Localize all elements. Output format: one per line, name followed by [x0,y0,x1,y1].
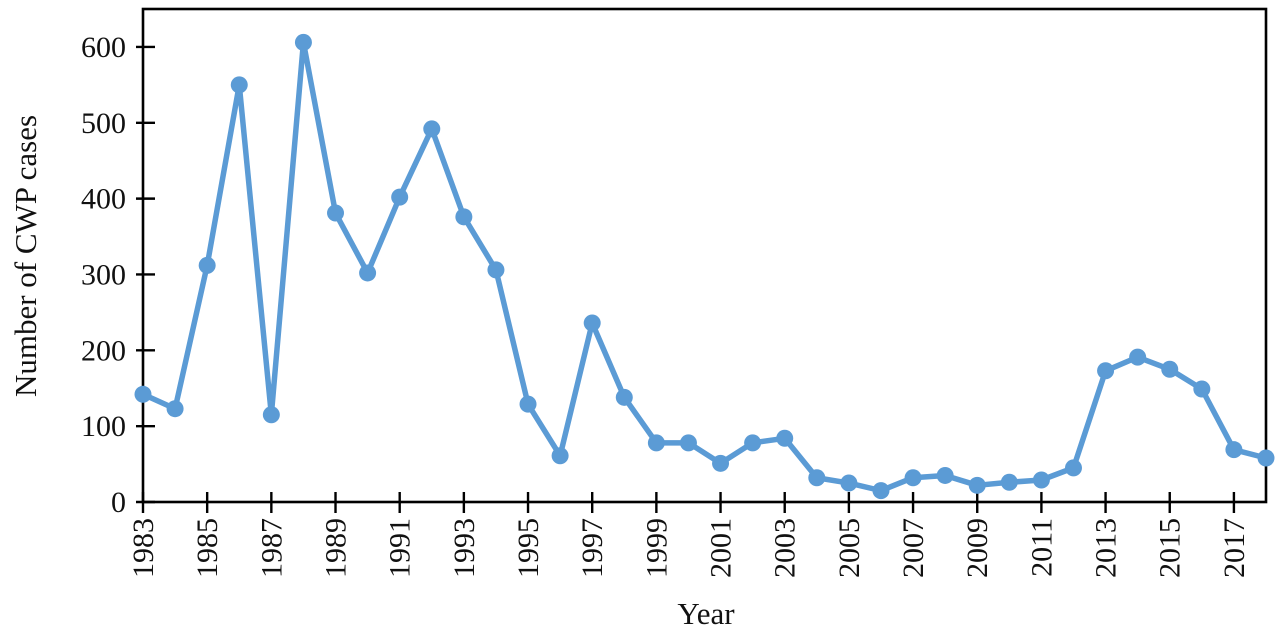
data-point-2014 [1129,348,1147,366]
y-tick-label: 500 [81,107,126,140]
y-tick-label: 0 [111,486,126,519]
data-point-2004 [808,469,826,487]
data-point-1992 [423,120,441,138]
series-line [140,39,1269,494]
x-tick-label: 2017 [1218,518,1251,578]
data-point-1996 [551,447,569,465]
data-point-2007 [904,469,922,487]
y-tick-label: 600 [81,31,126,64]
data-point-1988 [294,33,312,51]
plot-area: 0 100 200 300 400 500 600 1983 1985 1987 1989 1991 1… [81,7,1275,578]
y-tick-label: 100 [81,410,126,443]
data-point-1983 [134,385,152,403]
data-point-2008 [936,466,954,484]
x-tick-label: 2009 [961,518,994,578]
data-point-2013 [1097,362,1115,380]
data-point-1987 [262,406,280,424]
plot-border [141,7,1268,504]
data-point-2001 [712,454,730,472]
data-point-2015 [1161,360,1179,378]
data-point-1995 [519,395,537,413]
x-tick-label: 1985 [191,518,224,578]
data-point-2009 [968,476,986,494]
x-tick-label: 1999 [640,518,673,578]
x-tick-label: 1995 [512,518,545,578]
x-tick-label: 1983 [127,518,160,578]
x-tick-label: 1991 [384,518,417,578]
data-point-1990 [359,264,377,282]
y-axis-title: Number of CWP cases [8,115,43,397]
data-point-2016 [1193,380,1211,398]
data-point-1993 [455,208,473,226]
data-point-1999 [647,434,665,452]
x-tick-label: 2001 [705,518,738,578]
data-point-1986 [230,76,248,94]
x-tick-label: 2007 [897,518,930,578]
x-tick-label: 2005 [833,518,866,578]
data-point-2011 [1032,471,1050,489]
data-point-1991 [391,188,409,206]
x-tick-label: 1997 [576,518,609,578]
y-tick-label: 300 [81,258,126,291]
x-tick-label: 2003 [769,518,802,578]
data-point-2006 [872,482,890,500]
data-point-2002 [744,434,762,452]
x-tick-label: 1993 [448,518,481,578]
data-point-1998 [615,388,633,406]
data-point-2005 [840,474,858,492]
x-tick-label: 2011 [1025,518,1058,577]
data-point-2012 [1064,459,1082,477]
x-tick-label: 2013 [1090,518,1123,578]
x-tick-label: 1987 [255,518,288,578]
data-point-1985 [198,256,216,274]
data-point-2000 [679,434,697,452]
data-point-2017 [1225,441,1243,459]
x-tick-label: 2015 [1154,518,1187,578]
y-tick-label: 400 [81,183,126,216]
data-point-2003 [776,429,794,447]
x-tick-label: 1989 [320,518,353,578]
data-point-1984 [166,400,184,418]
data-point-1997 [583,314,601,332]
x-axis-title: Year [677,596,735,631]
data-point-2010 [1000,473,1018,491]
data-point-2018 [1257,449,1275,467]
y-tick-label: 200 [81,334,126,367]
data-point-1994 [487,261,505,279]
data-point-1989 [327,204,345,222]
